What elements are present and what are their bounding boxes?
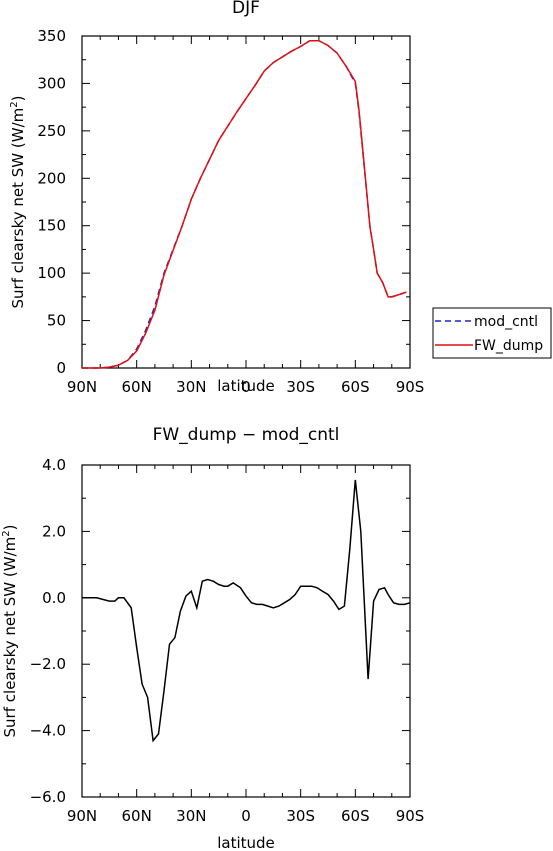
top-x-tick-label: 90S	[396, 378, 425, 396]
top-y-tick-label: 100	[37, 264, 66, 282]
bottom-y-tick-label: 4.0	[42, 456, 66, 474]
bottom-y-tick-label: −4.0	[30, 722, 66, 740]
bottom-y-tick-label: 2.0	[42, 522, 66, 540]
bottom-x-tick-label: 90N	[67, 807, 97, 825]
bottom-y-tick-label: 0.0	[42, 589, 66, 607]
top-y-tick-label: 50	[47, 312, 66, 330]
top-x-axis-label: latitude	[217, 377, 275, 395]
top-axes: 90N 60N 30N 0 30S 60S 90S 0 50 100 150 200 250 300 350	[37, 27, 424, 396]
top-x-tick-label: 90N	[67, 378, 97, 396]
bottom-x-tick-label: 90S	[396, 807, 425, 825]
bottom-series	[82, 479, 411, 743]
bottom-x-tick-label: 60N	[122, 807, 152, 825]
top-series-line-mod-cntl	[82, 39, 407, 369]
bottom-axes: 90N 60N 30N 0 30S 60S 90S −6.0 −4.0 −2.0 0.0 2.0 4.0	[30, 456, 425, 825]
top-series-line-fw-dump	[82, 39, 407, 369]
top-y-tick-label: 300	[37, 74, 66, 92]
top-series	[82, 39, 407, 369]
legend-box	[432, 307, 552, 359]
top-y-tick-label: 150	[37, 217, 66, 235]
bottom-x-tick-label: 0	[241, 807, 251, 825]
bottom-y-axis-label: Surf clearsky net SW (W/m2)	[1, 525, 19, 738]
bottom-x-tick-label: 30N	[176, 807, 206, 825]
top-x-tick-label: 0	[241, 378, 251, 396]
bottom-chart-title: FW_dump − mod_cntl	[153, 425, 340, 445]
top-x-tick-label: 60N	[122, 378, 152, 396]
top-y-tick-label: 350	[37, 27, 66, 45]
top-y-tick-label: 0	[56, 359, 66, 377]
bottom-x-tick-label: 30S	[286, 807, 315, 825]
bottom-y-tick-label: −2.0	[30, 655, 66, 673]
top-chart-title: DJF	[232, 0, 260, 18]
bottom-x-tick-label: 60S	[341, 807, 370, 825]
top-x-tick-label: 30N	[176, 378, 206, 396]
top-chart: DJF 90N 60N 30N 0 30S 60S 90S 0 50 100 150 200 250 30…	[9, 0, 552, 396]
legend-label-mod-cntl: mod_cntl	[474, 314, 538, 330]
top-y-tick-label: 250	[37, 122, 66, 140]
top-y-axis-label: Surf clearsky net SW (W/m2)	[9, 96, 27, 309]
top-y-tick-label: 200	[37, 169, 66, 187]
top-plot-area	[81, 35, 411, 369]
bottom-series-line-0	[82, 479, 411, 743]
bottom-x-axis-label: latitude	[217, 834, 275, 851]
legend-label-fw-dump: FW_dump	[474, 338, 543, 354]
top-x-tick-label: 60S	[341, 378, 370, 396]
top-legend: mod_cntl FW_dump	[432, 307, 552, 359]
bottom-chart: FW_dump − mod_cntl 90N 60N 30N 0 30S 60S 90S −6…	[1, 425, 424, 851]
top-x-tick-label: 30S	[286, 378, 315, 396]
bottom-plot-area	[81, 464, 411, 798]
bottom-y-tick-label: −6.0	[30, 788, 66, 806]
